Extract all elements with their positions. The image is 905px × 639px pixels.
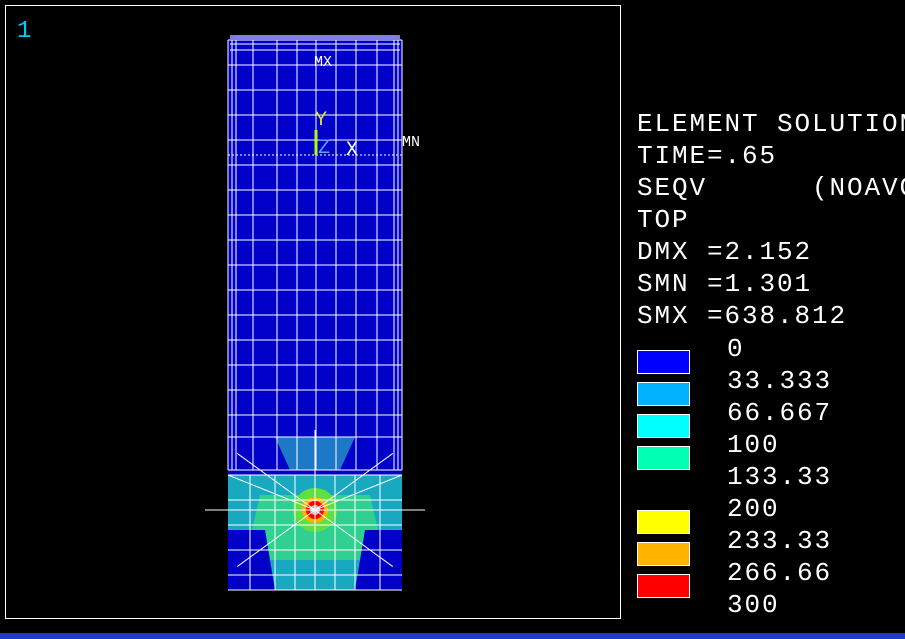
info-line: SEQV (NOAVG) [637,173,905,203]
mesh-line [227,474,316,511]
legend-label: 233.33 [727,526,830,556]
legend-swatch [637,510,690,534]
status-bar [0,633,905,639]
legend-label: 266.66 [727,558,830,588]
legend-row: 200 [637,494,830,534]
legend-label: 100 [727,430,780,460]
legend-label: 200 [727,494,780,524]
mesh-line [314,453,394,511]
axis-y: Y [315,109,327,132]
info-panel: ELEMENT SOLUTION TIME=.65 SEQV (NOAVG) TOP D… [637,108,905,332]
legend-row: 233.33 [637,526,830,566]
legend-label: 66.667 [727,398,830,428]
viewport-number: 1 [17,18,31,45]
info-line: TOP [637,205,690,235]
legend-swatch [637,542,690,566]
mesh [205,35,425,591]
legend-swatch [637,382,690,406]
legend-row: 266.66 [637,558,830,598]
legend-row: 0 [637,336,830,374]
legend-swatch [637,414,690,438]
mesh-line [314,474,403,511]
axis-x: X [346,139,358,162]
legend-row: 300 [637,592,830,624]
min-label: MN [402,134,420,151]
max-label: MX [314,54,332,71]
info-line: DMX =2.152 [637,237,813,267]
legend-row: 100 [637,430,830,470]
legend-label: 33.333 [727,366,830,396]
info-line: TIME=.65 [637,141,778,171]
mesh-line [236,453,316,511]
legend-swatch [637,446,690,470]
legend-row: 33.333 [637,366,830,406]
legend-row: 66.667 [637,398,830,438]
info-line: SMN =1.301 [637,269,813,299]
info-line: ELEMENT SOLUTION [637,109,905,139]
legend: 0 33.333 66.667 100 133.33 200 233.33 266.66 300 [637,336,830,624]
info-line: SMX =638.812 [637,301,848,331]
viewport-frame [5,5,621,619]
legend-label: 0 [727,336,745,364]
body [228,35,402,590]
legend-label: 133.33 [727,462,830,492]
legend-swatch [637,350,690,374]
legend-row: 133.33 [637,464,830,496]
legend-swatch [637,574,690,598]
axis-z: Z [318,137,330,160]
legend-label: 300 [727,590,780,620]
